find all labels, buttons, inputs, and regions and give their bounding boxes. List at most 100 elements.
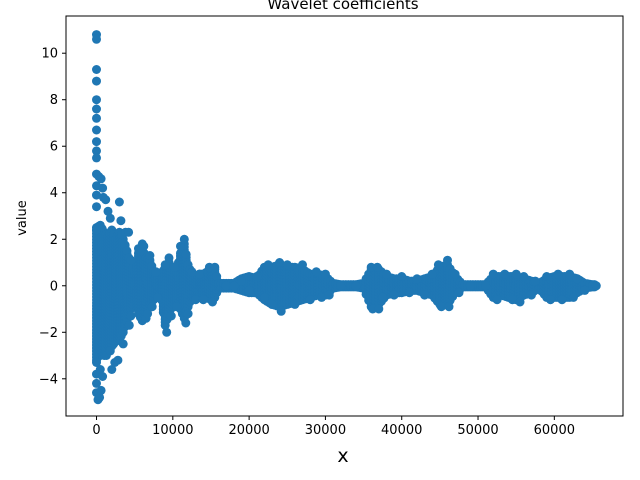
scatter-point — [374, 304, 384, 314]
scatter-point — [252, 272, 262, 281]
scatter-point — [92, 65, 101, 74]
scatter-point — [143, 309, 153, 319]
scatter-point — [317, 292, 327, 302]
y-axis-label: value — [15, 200, 30, 236]
scatter-point — [101, 195, 111, 205]
scatter-point — [98, 372, 108, 381]
y-tick-label: 10 — [41, 47, 58, 62]
scatter-point — [444, 302, 454, 312]
scatter-point — [530, 276, 540, 286]
scatter-point — [126, 255, 136, 265]
scatter-point — [191, 295, 201, 305]
scatter-point — [553, 269, 563, 279]
scatter-point — [210, 262, 220, 272]
scatter-point — [372, 262, 382, 272]
scatter-point — [572, 274, 582, 284]
scatter-point — [113, 355, 123, 365]
scatter-point — [382, 269, 391, 279]
scatter-point — [92, 76, 101, 86]
scatter-point — [92, 190, 101, 200]
scatter-point — [147, 302, 157, 312]
x-tick-label: 60000 — [534, 423, 575, 438]
y-tick-label: 2 — [50, 233, 58, 248]
scatter-point — [179, 234, 189, 244]
x-tick-label: 40000 — [381, 423, 422, 438]
x-axis-label: x — [337, 445, 348, 467]
scatter-point — [187, 267, 197, 277]
scatter-point — [195, 269, 204, 279]
scatter-point — [92, 358, 101, 367]
scatter-point — [151, 267, 161, 277]
scatter-point — [92, 202, 101, 212]
scatter-point — [96, 385, 106, 395]
scatter-point — [107, 365, 117, 374]
scatter-point — [378, 292, 388, 302]
x-tick-label: 10000 — [152, 423, 193, 438]
axis-ticks-layer: 0 10000 20000 30000 40000 50000 60000 −4 −2 0 2 4 6 8… — [39, 47, 575, 438]
scatter-point — [591, 281, 601, 291]
scatter-point — [450, 269, 460, 279]
scatter-point — [208, 297, 217, 307]
scatter-point — [162, 327, 172, 337]
scatter-point — [427, 269, 437, 279]
scatter-point — [92, 137, 101, 147]
scatter-point — [481, 281, 491, 291]
scatter-point — [229, 281, 239, 291]
scatter-point — [92, 225, 101, 235]
scatter-point — [557, 295, 567, 305]
scatter-point — [124, 227, 134, 237]
y-tick-label: −2 — [39, 326, 58, 341]
scatter-point — [511, 269, 521, 279]
scatter-point — [420, 290, 430, 300]
scatter-point — [433, 260, 443, 270]
scatter-point — [488, 269, 498, 279]
y-tick-label: −4 — [39, 372, 58, 387]
scatter-point — [92, 146, 101, 156]
scatter-point — [212, 272, 222, 281]
scatter-point — [275, 258, 285, 267]
scatter-point — [404, 288, 414, 298]
scatter-point — [95, 365, 105, 374]
scatter-point — [164, 253, 174, 263]
scatter-point — [542, 272, 552, 281]
scatter-point — [443, 255, 452, 265]
plot-area-frame — [65, 15, 624, 417]
scatter-point — [221, 281, 231, 291]
scatter-point — [492, 295, 502, 305]
scatter-point — [282, 260, 292, 270]
scatter-point — [389, 290, 399, 300]
scatter-point — [565, 269, 575, 279]
scatter-point — [181, 249, 191, 259]
scatter-point — [124, 320, 134, 330]
scatter-point — [118, 339, 128, 349]
scatter-point — [515, 297, 525, 307]
scatter-point — [397, 272, 407, 281]
scatter-point — [198, 295, 208, 305]
scatter-point — [160, 260, 170, 270]
scatter-point — [500, 269, 510, 279]
scatter-point — [114, 197, 124, 207]
scatter-point — [305, 295, 315, 305]
scatter-point — [568, 292, 578, 302]
scatter-point — [96, 174, 106, 184]
chart-title: Wavelet coefficients — [267, 0, 418, 13]
scatter-point — [105, 346, 115, 356]
scatter-point — [311, 267, 321, 277]
scatter-point — [103, 206, 113, 216]
scatter-point — [519, 272, 529, 281]
x-tick-label: 20000 — [228, 423, 269, 438]
scatter-point — [454, 288, 464, 298]
scatter-point — [105, 213, 115, 223]
scatter-point — [92, 34, 101, 44]
scatter-point — [507, 295, 517, 305]
scatter-point — [298, 260, 307, 270]
scatter-point — [324, 290, 334, 300]
scatter-point — [181, 318, 191, 328]
scatter-point — [263, 260, 273, 270]
x-tick-label: 50000 — [457, 423, 498, 438]
x-tick-label: 30000 — [305, 423, 346, 438]
scatter-point — [351, 281, 361, 291]
scatter-point — [320, 269, 330, 279]
scatter-point — [436, 302, 446, 312]
